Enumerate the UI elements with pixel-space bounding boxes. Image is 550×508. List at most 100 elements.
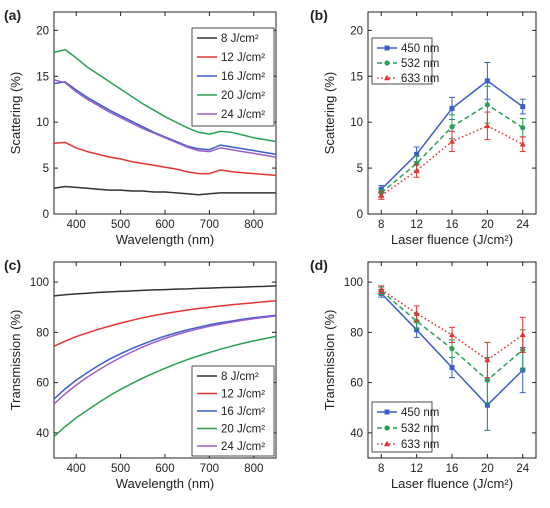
panel-d-series-532-nm-point [449,346,455,352]
panel-d-series-532-nm-point [484,377,490,383]
panel-d-y-tick-label: 100 [344,277,363,289]
panel-b-series-532-nm-point [449,124,455,130]
panel-a-series-8-j-cm-line [53,185,276,196]
panel-a-x-axis-label: Wavelength (nm) [116,232,215,247]
panel-c-letter: (c) [4,257,21,273]
panel-b-legend-marker-633-nm [384,74,390,81]
panel-d-y-tick-label: 80 [350,327,363,339]
panel-a-letter: (a) [4,7,21,23]
panel-b-y-tick-label: 5 [357,163,363,175]
panel-d-x-tick-label: 8 [378,463,384,475]
panel-c-series-16-j-cm-line [53,314,277,400]
panel-b-series-450-nm-point [520,104,526,110]
panel-a-x-tick-label: 600 [155,219,174,231]
panel-a-x-tick-label: 400 [67,219,86,231]
panel-b-x-tick-label: 12 [410,219,423,231]
panel-a-series-24-j-cm-line [53,79,277,158]
panel-d-legend-marker-450-nm [384,409,390,415]
panel-b-legend-label-532-nm: 532 nm [401,58,439,70]
panel-b-series-633-nm-point [413,167,420,174]
panel-c-legend-label-20-j-cm: 20 J/cm² [221,424,265,436]
panel-d-series-450-nm-point [449,365,455,371]
panel-d-legend-label-633-nm: 633 nm [401,439,439,451]
panel-b-y-tick-label: 10 [350,117,363,129]
panel-d-y-tick-label: 40 [350,428,363,440]
panel-d-x-tick-label: 16 [446,463,459,475]
panel-b-legend-marker-532-nm [384,60,390,66]
panel-c-y-tick-label: 40 [36,428,49,440]
panel-a-legend-label-8-j-cm: 8 J/cm² [221,33,259,45]
panel-a-x-tick-label: 500 [111,219,130,231]
panel-c-y-tick-label: 60 [36,378,49,390]
panel-d-legend-label-450-nm: 450 nm [401,407,439,419]
panel-b-legend-label-450-nm: 450 nm [401,43,439,55]
panel-c-x-tick-label: 700 [200,463,219,475]
panel-c-y-tick-label: 80 [36,327,49,339]
panel-c-series-8-j-cm-line [53,285,277,297]
panel-c-legend-label-12-j-cm: 12 J/cm² [221,389,265,401]
panel-d-series-450-nm-point [484,402,490,408]
panel-a-legend-label-20-j-cm: 20 J/cm² [221,90,265,102]
panel-d-series-633-nm-point [378,286,385,292]
panel-d-x-tick-label: 20 [481,463,494,475]
panel-d-legend-label-532-nm: 532 nm [401,423,439,435]
panel-b-series-450-nm-point [414,151,420,157]
panel-a: (a) 400 500 600 700 800 0 5 10 15 20 Wavelength (n… [4,7,277,247]
panel-b-y-tick-label: 0 [357,209,363,221]
panel-b-y-tick-label: 20 [350,25,363,37]
panel-c-x-tick-label: 500 [111,463,130,475]
panel-c-legend-label-16-j-cm: 16 J/cm² [221,406,265,418]
panel-a-y-axis-label: Scattering (%) [8,72,23,154]
panel-a-y-tick-label: 15 [36,71,49,83]
panel-b-series-532-nm-point [484,102,490,108]
panel-d-series-633-nm-point [484,356,491,363]
panel-a-legend: 8 J/cm² 12 J/cm² 16 J/cm² 20 J/cm² 24 J/cm² [191,27,275,127]
panel-d-x-axis-label: Laser fluence (J/cm²) [391,476,513,491]
panel-c-series-24-j-cm-line [53,315,277,405]
panel-d-letter: (d) [310,257,328,273]
panel-c-y-axis-label: Transmission (%) [8,310,23,411]
panel-c-legend-label-8-j-cm: 8 J/cm² [221,371,259,383]
panel-c-legend-label-24-j-cm: 24 J/cm² [221,441,265,453]
panel-a-series-12-j-cm-line [53,141,277,177]
panel-d-series-633-nm-point [413,310,420,316]
panel-b-series-633-nm-point [484,122,491,129]
panel-c: (c) 400 500 600 700 800 40 60 80 100 Wavelength (… [4,257,277,491]
panel-d-y-axis-label: Transmission (%) [322,310,337,411]
panel-b-series-633-nm-point [519,141,526,147]
panel-b-legend-box [371,37,433,85]
panel-c-series-12-j-cm-line [53,299,277,347]
panel-b-y-axis-label: Scattering (%) [322,72,337,154]
panel-d-series-633-nm-point [449,331,455,338]
panel-b-series-633-nm-point [449,138,455,144]
panel-a-legend-box [191,27,275,127]
panel-b-letter: (b) [310,7,328,23]
panel-c-x-axis-label: Wavelength (nm) [116,476,215,491]
panel-d-series-633-nm-point [519,331,526,338]
panel-b-x-axis-label: Laser fluence (J/cm²) [391,232,513,247]
panel-d-series-633-nm-line [380,288,524,361]
panel-c-x-tick-label: 800 [244,463,263,475]
panel-a-y-tick-label: 0 [43,209,49,221]
panel-b-legend: 450 nm 532 nm 633 nm [371,37,439,85]
panel-a-y-tick-label: 10 [36,117,49,129]
panel-a-series-16-j-cm-line [53,81,277,156]
panel-d-legend-marker-532-nm [384,425,390,431]
panel-a-series-20-j-cm-line [53,48,277,143]
panel-b-series-450-nm-point [449,105,455,111]
panel-d-x-tick-label: 24 [516,463,529,475]
panel-a-legend-label-12-j-cm: 12 J/cm² [221,52,265,64]
panel-b-series-450-nm-point [484,78,490,84]
panel-c-y-tick-label: 100 [30,277,49,289]
panel-b-x-tick-label: 8 [378,219,384,231]
panel-d-x-tick-label: 12 [410,463,423,475]
panel-d-y-tick-label: 60 [350,378,363,390]
panel-b-legend-label-633-nm: 633 nm [401,73,439,85]
panel-d-series-450-nm-point [414,327,420,333]
panel-d: (d) 8 12 16 20 24 40 60 80 100 Laser fluence (J/c… [310,257,537,491]
panel-b-series-633-nm-point [378,192,385,198]
panel-a-x-tick-label: 700 [200,219,219,231]
panel-d-legend: 450 nm 532 nm 633 nm [371,401,439,453]
